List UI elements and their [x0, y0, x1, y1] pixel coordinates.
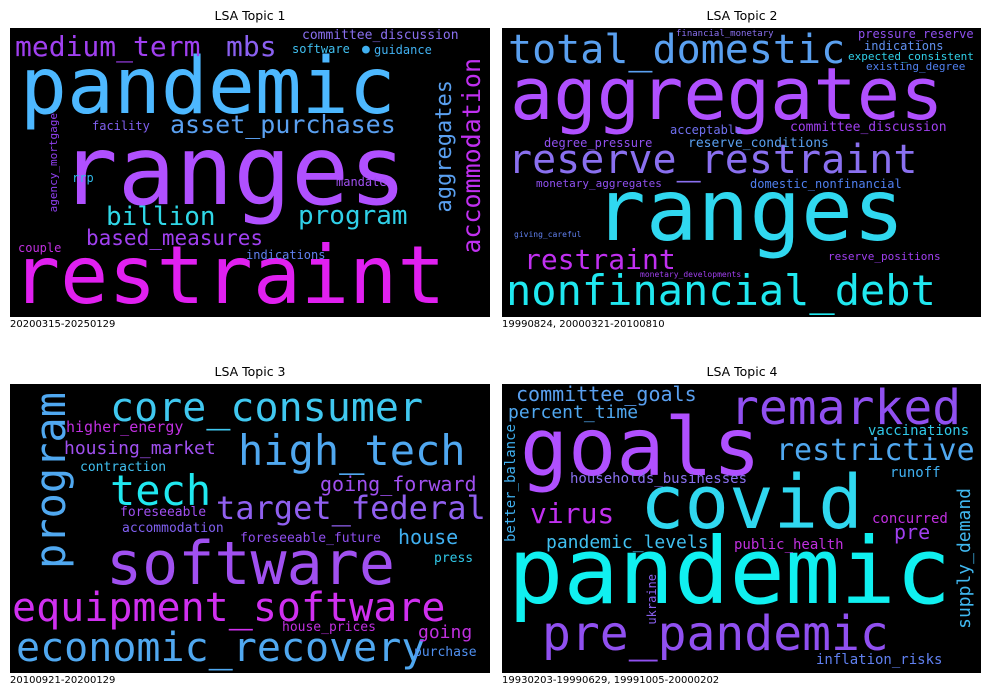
word-dot: ●	[362, 42, 370, 57]
word: program	[298, 201, 408, 231]
word: expected_consistent	[848, 50, 974, 63]
word: couple	[18, 241, 62, 255]
word: tech	[110, 466, 212, 515]
word: pandemic	[508, 518, 952, 625]
word: aggregates	[510, 52, 944, 136]
panel-1-date-range: 20200315-20250129	[10, 319, 116, 330]
word: foreseeable	[120, 505, 207, 520]
word: pandemic	[20, 42, 396, 132]
word: restraint	[12, 229, 446, 322]
word: house_prices	[282, 620, 376, 635]
word: inflation_risks	[816, 652, 943, 668]
word: restrictive	[776, 433, 975, 468]
word: foreseeable_future	[240, 531, 381, 546]
word: aggregates	[432, 80, 457, 213]
word: ranges	[60, 115, 407, 227]
word: reserve_restraint	[508, 137, 918, 183]
word: covid	[640, 460, 863, 546]
panel-3-date-range: 20100921-20200129	[10, 675, 116, 686]
word: going	[418, 622, 473, 643]
word: facility	[92, 119, 150, 133]
word: ukraine	[645, 574, 659, 625]
panel-2-title: LSA Topic 2	[706, 8, 778, 23]
word: households_businesses	[570, 471, 748, 487]
word: based_measures	[86, 226, 264, 250]
word: goals	[520, 401, 761, 494]
panel-4-title: LSA Topic 4	[706, 364, 778, 379]
word: indications	[246, 248, 326, 262]
word: degree_pressure	[544, 136, 653, 150]
word: committee_goals	[516, 382, 697, 406]
word: monetary_aggregates	[536, 177, 662, 190]
word: rrp	[72, 171, 94, 185]
word: contraction	[80, 460, 167, 475]
word: supply_demand	[954, 488, 975, 629]
word: pandemic_levels	[546, 532, 709, 553]
word: asset_purchases	[170, 110, 396, 139]
word: mandate	[336, 175, 387, 189]
word: existing_degree	[866, 60, 966, 73]
word: medium_term	[15, 30, 201, 63]
word: giving_careful	[514, 230, 582, 239]
word: pre_pandemic	[542, 606, 889, 662]
word: total_domestic	[508, 27, 846, 73]
word: billion	[106, 202, 216, 232]
word: domestic_nonfinancial	[750, 177, 902, 191]
panel-4-date-range: 19930203-19990629, 19991005-20000202	[502, 675, 720, 686]
word: purchase	[414, 645, 477, 660]
word: guidance	[374, 43, 432, 57]
word: acceptable	[670, 123, 743, 137]
word: house	[398, 525, 459, 549]
word: nonfinancial_debt	[506, 266, 936, 315]
word: ranges	[594, 161, 905, 261]
word: indications	[864, 39, 944, 53]
word: press	[434, 551, 474, 566]
word: vaccinations	[868, 423, 970, 439]
word: housing_market	[64, 438, 216, 459]
word: restraint	[524, 243, 676, 276]
word-cloud-1: ranges pandemic restraint medium_term mb…	[10, 28, 490, 317]
word: agency_mortgage	[47, 113, 60, 213]
word: monetary_developments	[640, 270, 742, 279]
word: high_tech	[238, 426, 466, 475]
word: public_health	[734, 537, 844, 553]
word: concurred	[872, 511, 948, 527]
word: financial_monetary	[676, 29, 774, 39]
word-cloud-3: software core_consumer high_tech program…	[10, 384, 490, 673]
word: target_federal	[216, 489, 486, 527]
word: going_forward	[320, 472, 477, 496]
word: pre	[894, 520, 931, 544]
panel-3-title: LSA Topic 3	[214, 364, 286, 379]
word: mbs	[226, 30, 277, 63]
panel-1-title: LSA Topic 1	[214, 8, 286, 23]
word: better_balance	[503, 424, 519, 543]
word: software	[292, 42, 350, 56]
word: software	[106, 529, 395, 599]
word-cloud-4: pandemic goals covid remarked pre_pandem…	[502, 384, 981, 673]
word: pressure_reserve	[858, 27, 974, 41]
word: committee_discussion	[302, 28, 459, 43]
word: core_consumer	[110, 385, 424, 431]
word: virus	[530, 497, 615, 530]
word: percent_time	[508, 402, 639, 423]
word: accommodation	[122, 521, 224, 536]
word: reserve_conditions	[688, 136, 829, 151]
word: runoff	[890, 465, 941, 481]
word: equipment_software	[12, 585, 446, 631]
word: accommodation	[457, 58, 486, 254]
word: remarked	[730, 380, 962, 436]
word-cloud-2: aggregates ranges total_domestic reserve…	[502, 28, 981, 317]
word: committee_discussion	[790, 120, 947, 135]
panel-2-date-range: 19990824, 20000321-20100810	[502, 319, 665, 330]
word: reserve_positions	[828, 250, 941, 263]
word: higher_energy	[66, 418, 184, 436]
word: economic_recovery	[16, 625, 426, 671]
